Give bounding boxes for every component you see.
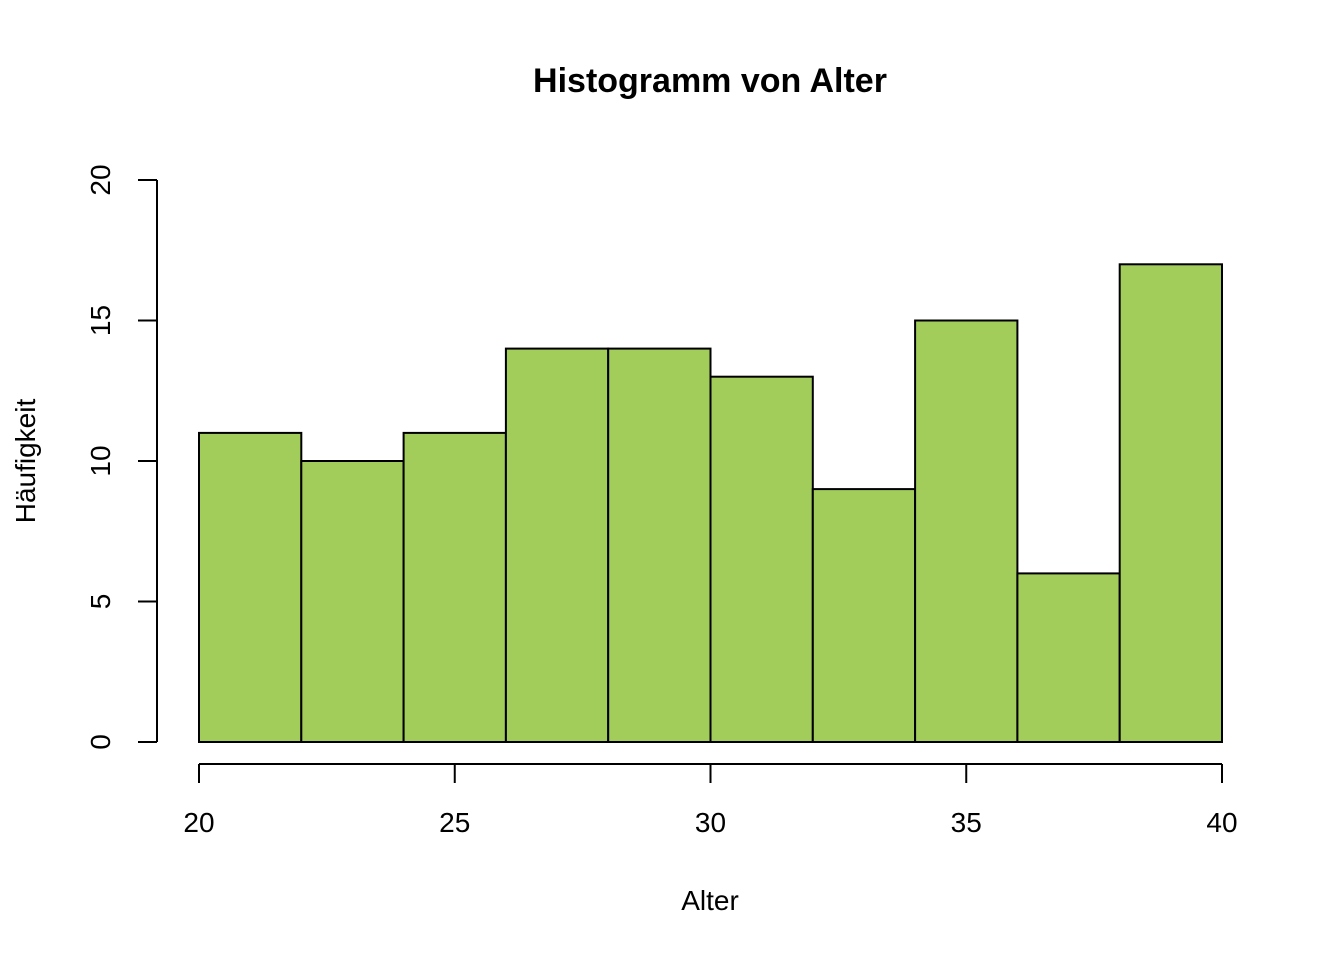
y-tick-label: 0 bbox=[85, 734, 116, 750]
y-tick-label: 15 bbox=[85, 305, 116, 336]
histogram-bar-3 bbox=[402, 431, 507, 743]
histogram-bar-7 bbox=[811, 488, 917, 743]
histogram-bar-2 bbox=[300, 460, 405, 743]
histogram-bar-6 bbox=[709, 375, 814, 743]
x-tick-label: 20 bbox=[183, 807, 214, 838]
histogram-bar-5 bbox=[607, 347, 712, 743]
y-axis: 0 5 10 15 20 bbox=[85, 164, 158, 750]
histogram-bar-9 bbox=[1016, 572, 1121, 744]
x-tick-label: 25 bbox=[439, 807, 470, 838]
y-axis-label: Häufigkeit bbox=[10, 399, 41, 524]
x-tick-label: 40 bbox=[1206, 807, 1237, 838]
histogram-bar-10 bbox=[1118, 263, 1223, 743]
x-axis-label: Alter bbox=[681, 885, 739, 916]
x-tick-label: 30 bbox=[695, 807, 726, 838]
bars-group bbox=[198, 263, 1223, 744]
x-tick-label: 35 bbox=[951, 807, 982, 838]
x-axis: 20 25 30 35 40 bbox=[183, 763, 1238, 838]
chart-title: Histogramm von Alter bbox=[533, 62, 887, 100]
histogram-bar-4 bbox=[504, 347, 610, 743]
y-tick-label: 20 bbox=[85, 164, 116, 195]
histogram-bar-8 bbox=[914, 319, 1019, 743]
y-tick-label: 10 bbox=[85, 445, 116, 476]
y-tick-label: 5 bbox=[85, 594, 116, 610]
histogram-bar-1 bbox=[198, 431, 303, 743]
